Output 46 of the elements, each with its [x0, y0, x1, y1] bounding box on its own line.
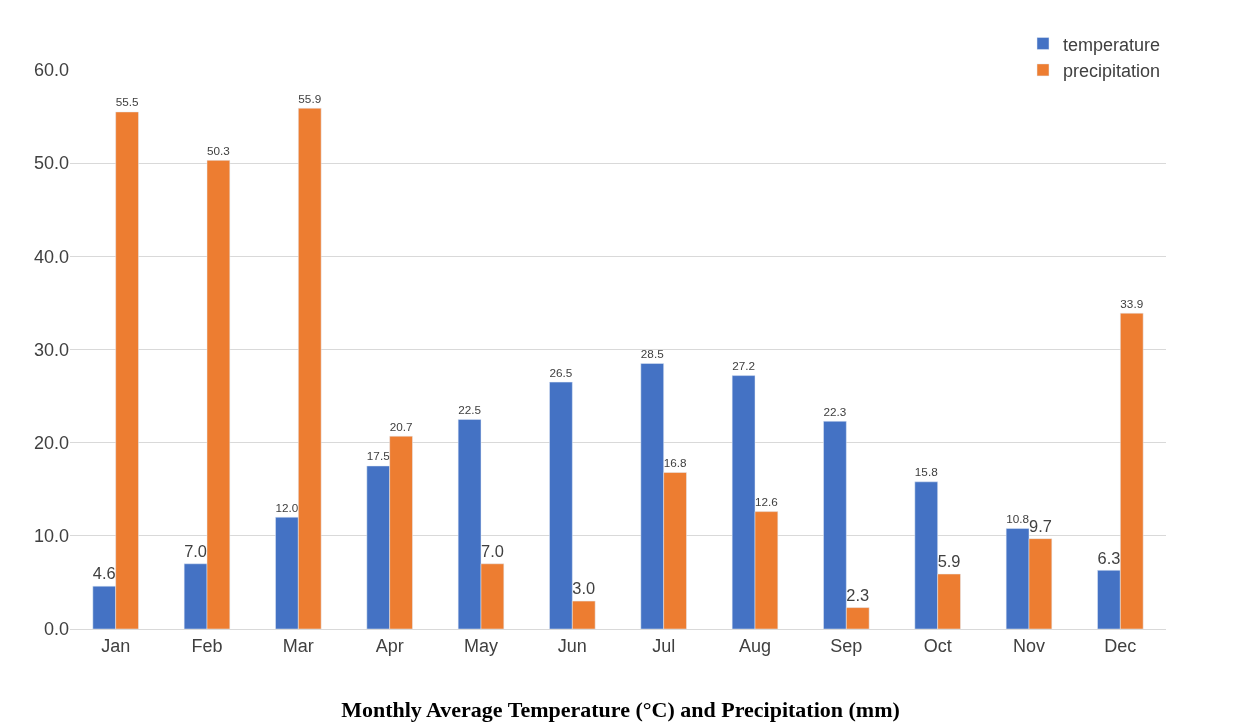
- data-label: 4.6: [92, 564, 116, 583]
- y-tick-label: 10.0: [33, 526, 69, 547]
- data-label: 3.0: [572, 579, 596, 598]
- x-tick-label: Mar: [282, 635, 314, 656]
- data-label: 17.5: [366, 449, 391, 463]
- y-tick-label: 20.0: [33, 432, 69, 453]
- data-label: 12.6: [755, 495, 778, 508]
- data-label: 7.0: [481, 542, 504, 561]
- data-label: 15.8: [914, 465, 939, 479]
- x-tick-label: Oct: [923, 635, 952, 656]
- data-label: 22.5: [458, 402, 482, 416]
- data-label: 27.2: [732, 358, 755, 372]
- y-tick-label: 30.0: [33, 339, 69, 360]
- data-label: 12.0: [275, 500, 299, 514]
- x-tick-label: Jun: [557, 635, 587, 656]
- x-tick-label: Feb: [191, 635, 223, 656]
- x-tick-label: Apr: [375, 635, 404, 656]
- data-label: 55.9: [298, 91, 322, 105]
- y-tick-label: 40.0: [33, 246, 69, 267]
- x-tick-label: Aug: [738, 635, 772, 656]
- y-tick-label: 60.0: [33, 60, 69, 81]
- x-tick-label: Dec: [1104, 635, 1137, 656]
- y-tick-label: 50.0: [33, 153, 69, 174]
- data-label: 26.5: [549, 365, 573, 379]
- data-label: 16.8: [663, 455, 687, 469]
- x-tick-label: Jan: [101, 635, 131, 656]
- data-label: 10.8: [1006, 511, 1030, 525]
- data-label: 6.3: [1097, 548, 1121, 567]
- data-label: 28.5: [640, 346, 665, 360]
- data-label: 50.3: [207, 143, 230, 157]
- x-tick-label: May: [463, 635, 499, 656]
- data-label: 2.3: [846, 585, 870, 604]
- data-label: 9.7: [1029, 516, 1052, 535]
- legend-label: precipitation: [1063, 60, 1161, 81]
- legend-label: temperature: [1063, 34, 1161, 55]
- x-tick-label: Jul: [652, 635, 676, 656]
- data-label: 5.9: [937, 552, 961, 571]
- y-tick-label: 0.0: [43, 619, 69, 640]
- x-tick-label: Nov: [1012, 635, 1046, 656]
- data-label: 55.5: [115, 95, 139, 109]
- data-label: 7.0: [184, 542, 207, 561]
- data-label: 22.3: [823, 404, 847, 418]
- data-label: 20.7: [389, 419, 413, 433]
- text: Monthly Average Temperature (°C) and Precipitation (mm): [341, 696, 900, 722]
- data-label: 33.9: [1120, 296, 1144, 310]
- x-tick-label: Sep: [830, 635, 863, 656]
